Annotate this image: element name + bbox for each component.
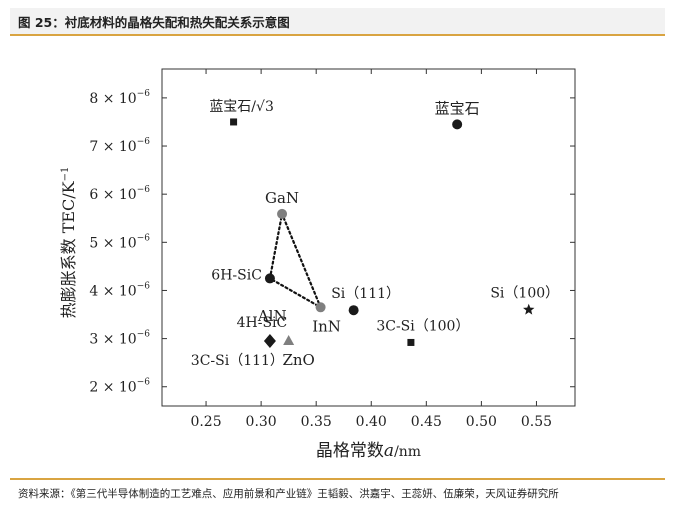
marker-gan [277, 208, 288, 219]
x-tick-label: 0.50 [466, 414, 497, 430]
connector-dotted-triangle [268, 210, 323, 310]
y-tick-label: 2 × 10−6 [89, 378, 150, 396]
x-tick-label: 0.30 [246, 414, 277, 430]
label-3: 蓝宝石/√3 [209, 99, 274, 115]
label-inn: InN [312, 317, 341, 335]
label-4h-sic: 4H-SiC [237, 315, 288, 331]
marker-6h-sic [264, 273, 275, 284]
x-axis-title: 晶格常数a/nm [316, 441, 421, 461]
x-tick-label: 0.45 [411, 414, 442, 430]
label-si-100: Si（100） [490, 286, 559, 302]
y-tick-label: 4 × 10−6 [89, 281, 150, 299]
x-tick-label: 0.35 [301, 414, 332, 430]
scatter-chart: 0.25 0.30 0.35 0.40 0.45 0.50 0.55 2 × 10−6 3 × … [59, 68, 576, 461]
marker-3 [230, 118, 238, 126]
markers-group [230, 118, 535, 349]
marker-inn [315, 302, 326, 313]
plot-frame [161, 68, 576, 407]
label-6h-sic: 6H-SiC [211, 267, 262, 283]
label-3c-si-111: 3C-Si（111） [191, 353, 284, 369]
y-tick-label: 6 × 10−6 [89, 185, 150, 203]
y-tick-label: 7 × 10−6 [89, 137, 150, 155]
label-gan: GaN [265, 189, 299, 207]
ticks-group: 0.25 0.30 0.35 0.40 0.45 0.50 0.55 2 × 10−6 3 × … [89, 69, 575, 430]
label-aln: AlN [257, 307, 287, 325]
marker-point [452, 119, 463, 130]
connector-lines-group [268, 210, 323, 310]
axis-titles-group: 晶格常数a/nm 热膨胀系数 TEC/K−1 [59, 167, 421, 461]
figure-header: 图 25：衬底材料的晶格失配和热失配关系示意图 [10, 8, 665, 36]
marker-zno [283, 335, 295, 346]
marker-3c-si-100 [407, 338, 415, 346]
point-labels-group: 蓝宝石/√3 蓝宝石 GaN 6H-SiC AlN InN Si（111） 4H-SiC 3C-… [191, 99, 559, 369]
x-tick-label: 0.40 [356, 414, 387, 430]
figure-title: 图 25：衬底材料的晶格失配和热失配关系示意图 [18, 15, 290, 30]
y-tick-label: 8 × 10−6 [89, 89, 150, 107]
label-si-111: Si（111） [331, 286, 400, 302]
y-axis-title: 热膨胀系数 TEC/K−1 [59, 167, 78, 319]
marker-si-100 [523, 303, 535, 315]
y-tick-label: 5 × 10−6 [89, 233, 150, 251]
x-tick-label: 0.55 [521, 414, 552, 430]
axes-group [161, 68, 576, 407]
marker-si-111 [348, 305, 359, 316]
source-note: 资料来源：《第三代半导体制造的工艺难点、应用前景和产业链》王韬毅、洪嘉宇、王蕊妍… [18, 488, 559, 500]
label-zno: ZnO [282, 351, 314, 369]
x-tick-label: 0.25 [190, 414, 221, 430]
figure-footer: 资料来源：《第三代半导体制造的工艺难点、应用前景和产业链》王韬毅、洪嘉宇、王蕊妍… [10, 478, 665, 506]
marker-4h-sic [263, 334, 276, 349]
chart-area: 0.25 0.30 0.35 0.40 0.45 0.50 0.55 2 × 10−6 3 × … [10, 37, 665, 472]
y-tick-label: 3 × 10−6 [89, 330, 150, 348]
label-point: 蓝宝石 [435, 99, 480, 117]
label-3c-si-100: 3C-Si（100） [376, 318, 469, 334]
